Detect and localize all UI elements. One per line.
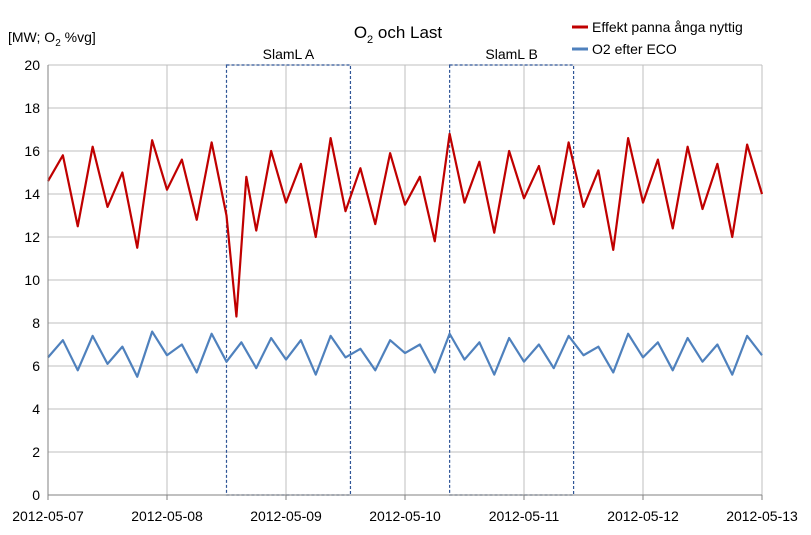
y-tick-label: 4 — [32, 401, 40, 417]
y-tick-label: 8 — [32, 315, 40, 331]
x-tick-label: 2012-05-08 — [131, 508, 203, 524]
y-tick-label: 0 — [32, 487, 40, 503]
annotation-label-0: SlamL A — [263, 46, 315, 62]
series-layer — [47, 132, 764, 378]
y-tick-label: 16 — [24, 143, 40, 159]
legend: Effekt panna ånga nyttig O2 efter ECO — [572, 19, 743, 57]
grid-lines — [47, 64, 763, 496]
y-tick-label: 10 — [24, 272, 40, 288]
x-tick-label: 2012-05-07 — [12, 508, 84, 524]
y-tick-label: 20 — [24, 57, 40, 73]
y-tick-labels: 0 2 4 6 8 10 12 14 16 18 20 — [24, 57, 40, 503]
chart-title: O2 och Last — [354, 23, 443, 46]
x-tick-label: 2012-05-13 — [726, 508, 798, 524]
legend-label-effekt: Effekt panna ånga nyttig — [592, 19, 743, 35]
y-tick-label: 14 — [24, 186, 40, 202]
y-tick-label: 12 — [24, 229, 40, 245]
x-tick-labels: 2012-05-07 2012-05-08 2012-05-09 2012-05-10… — [12, 508, 798, 524]
series-line-0 — [47, 132, 764, 318]
series-line-1 — [47, 330, 763, 378]
x-tick-label: 2012-05-10 — [369, 508, 441, 524]
legend-label-o2: O2 efter ECO — [592, 41, 677, 57]
annotation-label-1: SlamL B — [485, 46, 537, 62]
annotation-boxes: SlamL A SlamL B — [225, 46, 575, 496]
y-axis-label: [MW; O2 %vg] — [8, 29, 96, 49]
y-tick-label: 2 — [32, 444, 40, 460]
x-tick-label: 2012-05-11 — [489, 508, 560, 524]
axes — [47, 65, 763, 500]
y-tick-label: 6 — [32, 358, 40, 374]
y-tick-label: 18 — [24, 100, 40, 116]
x-tick-label: 2012-05-09 — [250, 508, 322, 524]
x-tick-label: 2012-05-12 — [607, 508, 679, 524]
